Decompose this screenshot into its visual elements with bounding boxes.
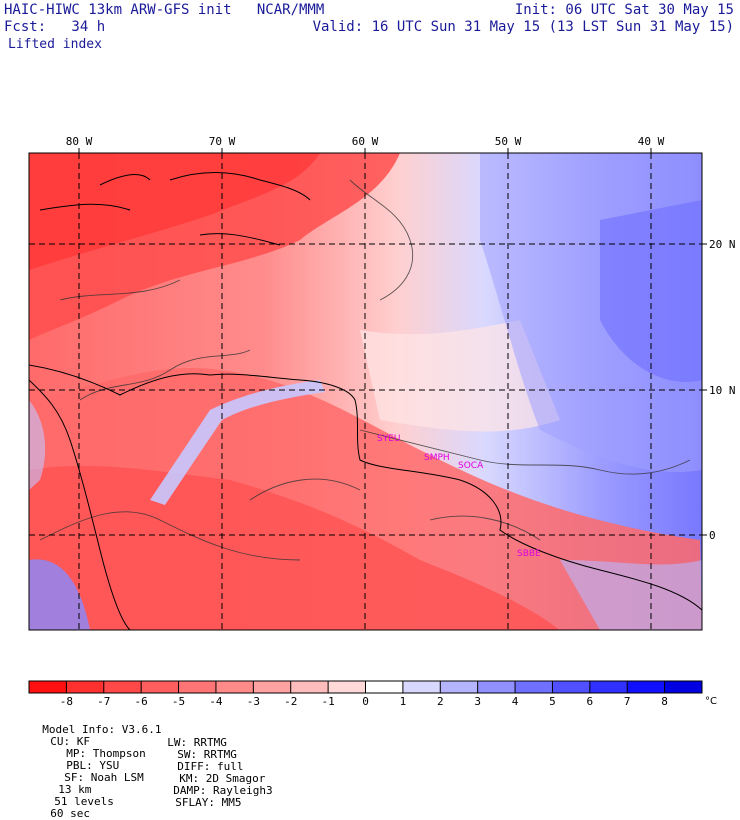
station-label: SMPH — [424, 453, 450, 463]
colorbar-swatch — [290, 681, 329, 693]
colorbar-tick-label: -3 — [247, 695, 260, 708]
colorbar-swatch — [589, 681, 628, 693]
footer-line-2: LW: RRTMG SW: RRTMG DIFF: full KM: 2D Sm… — [154, 725, 272, 809]
field-name: Lifted index — [8, 37, 102, 52]
lon-label: 80 W — [66, 135, 93, 148]
lon-label: 70 W — [209, 135, 236, 148]
model-version: Model Info: V3.6.1 — [42, 723, 162, 736]
colorbar-swatch — [253, 681, 292, 693]
timestep: 60 sec — [50, 807, 90, 820]
colorbar-tick-label: 7 — [624, 695, 631, 708]
lon-label: 60 W — [352, 135, 379, 148]
colorbar-tick-label: -2 — [284, 695, 297, 708]
field-shading — [29, 153, 702, 630]
colorbar-tick-label: 4 — [512, 695, 519, 708]
colorbar-swatch — [402, 681, 441, 693]
colorbar-swatch — [552, 681, 591, 693]
colorbar-tick-label: -8 — [60, 695, 73, 708]
lifted-index-map: 80 W 70 W 60 W 50 W 40 W 20 N 10 N 0 SYE… — [28, 135, 736, 708]
colorbar-tick-label: 5 — [549, 695, 556, 708]
forecast-hour: Fcst: 34 h — [4, 19, 106, 35]
colorbar-swatch — [178, 681, 217, 693]
footer-line-1: Model Info: V3.6.1 CU: KF MP: Thompson P… — [29, 712, 161, 820]
model-title: HAIC-HIWC 13km ARW-GFS init NCAR/MMM — [4, 2, 325, 18]
station-label: SYEU — [377, 434, 400, 444]
colorbar-tick-label: -6 — [135, 695, 148, 708]
colorbar-swatch — [440, 681, 479, 693]
valid-time: Valid: 16 UTC Sun 31 May 15 (13 LST Sun … — [312, 19, 734, 35]
colorbar-unit: °C — [705, 696, 717, 707]
colorbar-swatch — [515, 681, 553, 693]
colorbar-tick-label: 8 — [661, 695, 668, 708]
lat-label: 20 N — [709, 238, 736, 251]
colorbar-tick-label: 2 — [437, 695, 444, 708]
colorbar-swatch — [215, 681, 254, 693]
colorbar-swatch — [664, 681, 703, 693]
colorbar-swatch — [477, 681, 516, 693]
colorbar-swatch — [365, 681, 404, 693]
lat-label: 10 N — [709, 384, 736, 397]
station-label: SBBE — [517, 549, 541, 559]
graticule — [29, 153, 702, 630]
colorbar-tick-label: -5 — [172, 695, 185, 708]
colorbar-tick-label: -4 — [209, 695, 223, 708]
colorbar — [28, 680, 703, 694]
colorbar-tick-label: 1 — [400, 695, 407, 708]
colorbar-tick-label: 3 — [474, 695, 481, 708]
colorbar-tick-label: 0 — [362, 695, 369, 708]
lon-label: 50 W — [495, 135, 522, 148]
colorbar-swatch — [141, 681, 180, 693]
colorbar-swatch — [627, 681, 666, 693]
colorbar-swatch — [103, 681, 142, 693]
colorbar-swatch — [29, 681, 67, 693]
colorbar-tick-label: -1 — [321, 695, 334, 708]
lon-label: 40 W — [638, 135, 665, 148]
colorbar-swatch — [66, 681, 105, 693]
colorbar-tick-label: -7 — [97, 695, 110, 708]
colorbar-swatch — [328, 681, 366, 693]
init-time: Init: 06 UTC Sat 30 May 15 — [514, 2, 734, 18]
lat-label: 0 — [709, 529, 716, 542]
sflay-scheme: SFLAY: MM5 — [175, 796, 242, 809]
colorbar-tick-label: 6 — [587, 695, 594, 708]
station-label: SOCA — [458, 461, 484, 471]
